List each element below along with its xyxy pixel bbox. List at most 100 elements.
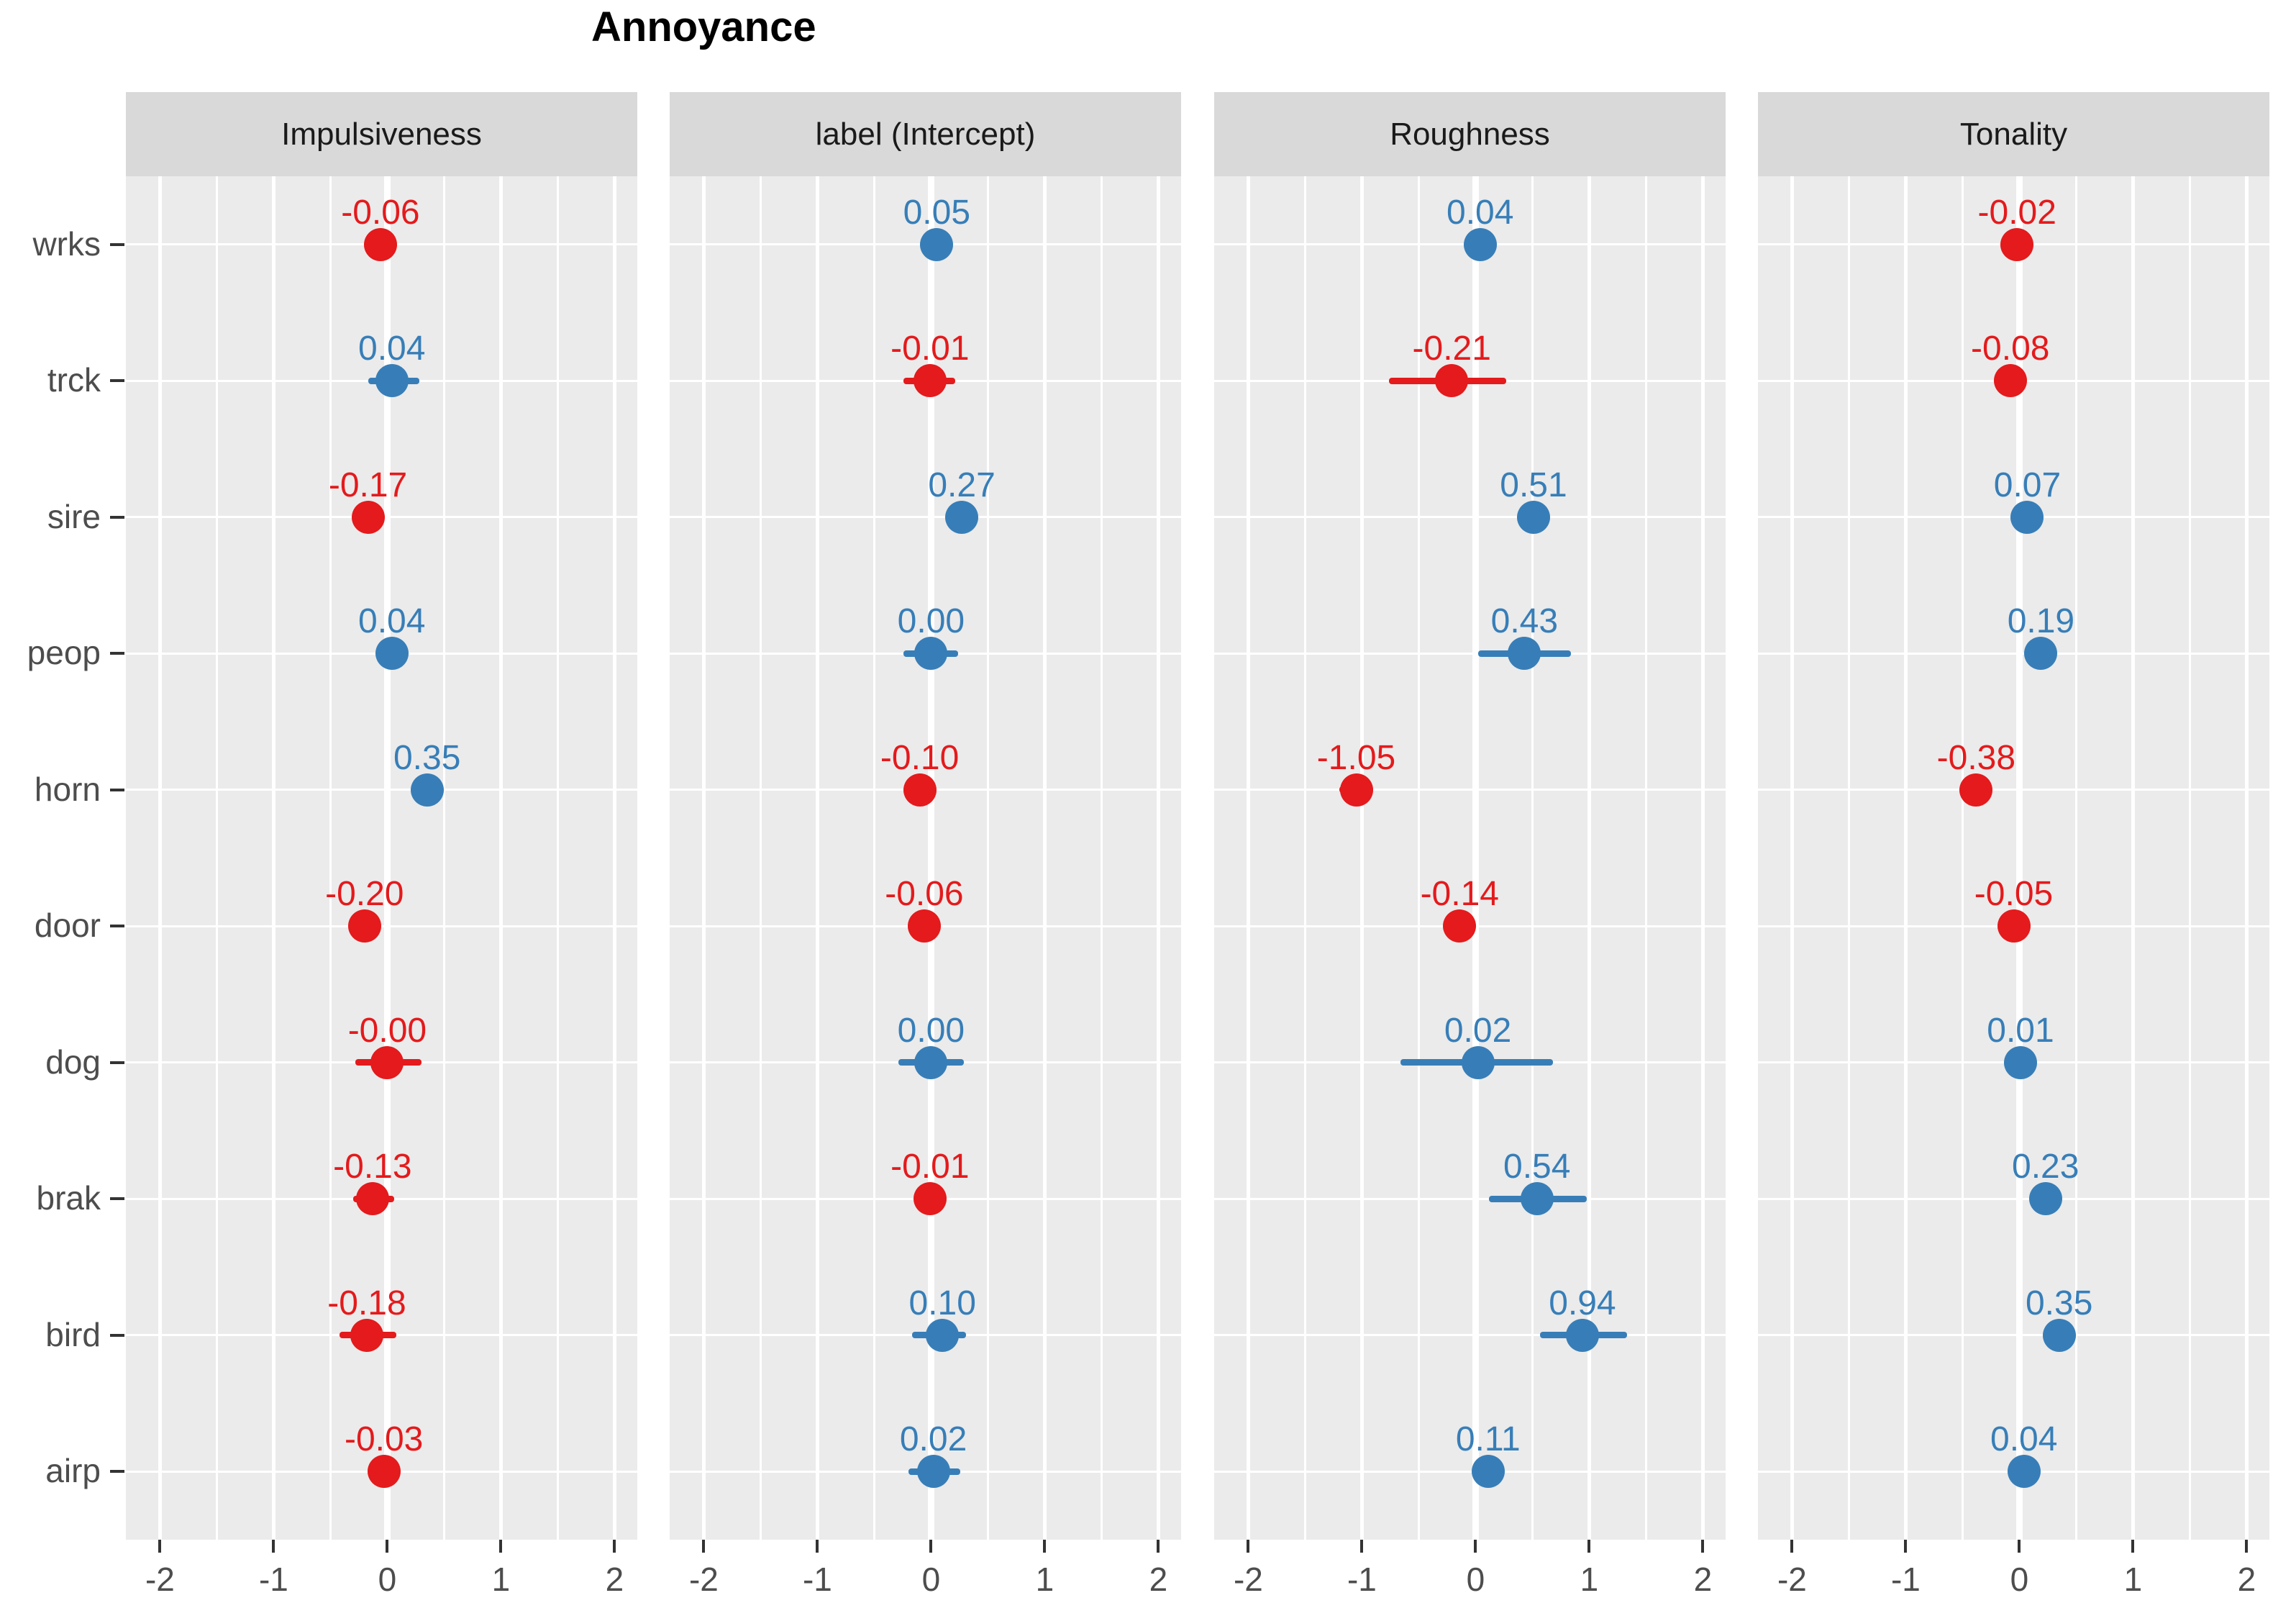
major-gridline bbox=[271, 176, 275, 1540]
value-label: -0.13 bbox=[333, 1148, 412, 1186]
panel-tonality: -0.02 -0.08 0.07 0.19 -0.38 -0.05 0.01 0.23 0.35… bbox=[1758, 176, 2269, 1540]
data-point bbox=[1443, 909, 1477, 943]
data-point bbox=[375, 364, 409, 398]
row-gridline bbox=[1758, 1197, 2269, 1200]
facet-strip-impulsiveness: Impulsiveness bbox=[126, 92, 637, 176]
x-axis-tick bbox=[613, 1540, 616, 1553]
row-gridline bbox=[1758, 1334, 2269, 1337]
value-label: 0.02 bbox=[899, 1420, 967, 1459]
value-label: -0.38 bbox=[1936, 738, 2016, 777]
data-point bbox=[2028, 1182, 2062, 1216]
row-gridline bbox=[670, 516, 1181, 519]
x-axis-tick bbox=[1904, 1540, 1908, 1553]
minor-gridline bbox=[986, 176, 989, 1540]
x-axis-tick bbox=[2131, 1540, 2135, 1553]
data-point bbox=[914, 637, 948, 671]
x-tick-label: 1 bbox=[1580, 1561, 1599, 1598]
data-point bbox=[1339, 773, 1373, 807]
y-tick-label: horn bbox=[34, 770, 101, 808]
data-point bbox=[1997, 909, 2031, 943]
minor-gridline bbox=[1417, 176, 1420, 1540]
value-label: 0.19 bbox=[2007, 602, 2075, 641]
data-point bbox=[914, 1045, 948, 1079]
y-axis-tick bbox=[110, 925, 124, 928]
value-label: 0.54 bbox=[1503, 1148, 1571, 1186]
x-tick-label: 2 bbox=[1149, 1561, 1168, 1598]
x-axis-tick bbox=[158, 1540, 162, 1553]
value-label: -0.02 bbox=[1977, 193, 2056, 232]
data-point bbox=[2024, 637, 2058, 671]
y-tick-label: airp bbox=[45, 1452, 101, 1490]
data-point bbox=[1435, 364, 1469, 398]
value-label: -0.01 bbox=[890, 330, 970, 368]
y-axis-tick bbox=[110, 1197, 124, 1201]
row-gridline bbox=[1758, 652, 2269, 655]
major-gridline bbox=[158, 176, 162, 1540]
row-gridline bbox=[1214, 1470, 1726, 1473]
y-tick-label: trck bbox=[47, 361, 101, 399]
row-gridline bbox=[1214, 1334, 1726, 1337]
minor-gridline bbox=[556, 176, 559, 1540]
data-point bbox=[913, 1182, 947, 1216]
y-axis-tick bbox=[110, 652, 124, 655]
minor-gridline bbox=[1531, 176, 1534, 1540]
major-gridline bbox=[701, 176, 706, 1540]
x-axis-tick bbox=[702, 1540, 706, 1553]
facet-strip-label: Tonality bbox=[1959, 116, 2068, 152]
value-label: -0.06 bbox=[341, 193, 420, 232]
minor-gridline bbox=[1847, 176, 1850, 1540]
data-point bbox=[367, 1455, 401, 1489]
data-point bbox=[903, 773, 937, 807]
zero-gridline bbox=[927, 176, 934, 1540]
row-gridline bbox=[1214, 1197, 1726, 1200]
data-point bbox=[2042, 1318, 2076, 1352]
facet-strip-tonality: Tonality bbox=[1758, 92, 2269, 176]
data-point bbox=[350, 1318, 383, 1352]
data-point bbox=[926, 1318, 960, 1352]
row-gridline bbox=[1214, 516, 1726, 519]
data-point bbox=[1461, 1045, 1495, 1079]
data-point bbox=[913, 364, 947, 398]
x-axis-tick bbox=[1474, 1540, 1477, 1553]
value-label: 0.04 bbox=[358, 330, 426, 368]
y-axis-tick bbox=[110, 1333, 124, 1337]
value-label: 0.23 bbox=[2012, 1148, 2079, 1186]
x-tick-label: 1 bbox=[1035, 1561, 1054, 1598]
data-point bbox=[2007, 1455, 2041, 1489]
major-gridline bbox=[498, 176, 503, 1540]
value-label: -1.05 bbox=[1316, 738, 1396, 777]
x-axis-tick bbox=[1247, 1540, 1250, 1553]
x-tick-label: -2 bbox=[688, 1561, 719, 1598]
value-label: 0.04 bbox=[1990, 1420, 2058, 1459]
y-tick-label: sire bbox=[47, 497, 101, 535]
value-label: -0.21 bbox=[1412, 330, 1491, 368]
x-axis-tick bbox=[499, 1540, 503, 1553]
value-label: 0.04 bbox=[358, 602, 426, 641]
x-axis-tick bbox=[1587, 1540, 1591, 1553]
data-point bbox=[945, 500, 979, 534]
major-gridline bbox=[1156, 176, 1160, 1540]
panel-impulsiveness: -0.06 0.04 -0.17 0.04 0.35 -0.20 -0.00 -0.13 -0.… bbox=[126, 176, 637, 1540]
value-label: 0.04 bbox=[1447, 193, 1514, 232]
major-gridline bbox=[1903, 176, 1908, 1540]
data-point bbox=[1520, 1182, 1554, 1216]
x-tick-label: 0 bbox=[921, 1561, 941, 1598]
x-tick-label: 2 bbox=[1693, 1561, 1713, 1598]
major-gridline bbox=[1042, 176, 1047, 1540]
x-tick-label: 1 bbox=[491, 1561, 511, 1598]
minor-gridline bbox=[873, 176, 875, 1540]
y-axis-tick bbox=[110, 788, 124, 791]
minor-gridline bbox=[2188, 176, 2191, 1540]
facet-strip-roughness: Roughness bbox=[1214, 92, 1726, 176]
x-axis-tick bbox=[2018, 1540, 2021, 1553]
x-axis-tick bbox=[929, 1540, 933, 1553]
x-tick-label: 1 bbox=[2123, 1561, 2143, 1598]
minor-gridline bbox=[442, 176, 445, 1540]
value-label: -0.03 bbox=[344, 1420, 424, 1459]
data-point bbox=[1508, 637, 1541, 671]
x-tick-label: 2 bbox=[2237, 1561, 2256, 1598]
value-label: -0.18 bbox=[327, 1284, 406, 1322]
row-gridline bbox=[126, 789, 637, 791]
value-label: 0.00 bbox=[897, 1011, 965, 1050]
x-axis-tick bbox=[1157, 1540, 1160, 1553]
